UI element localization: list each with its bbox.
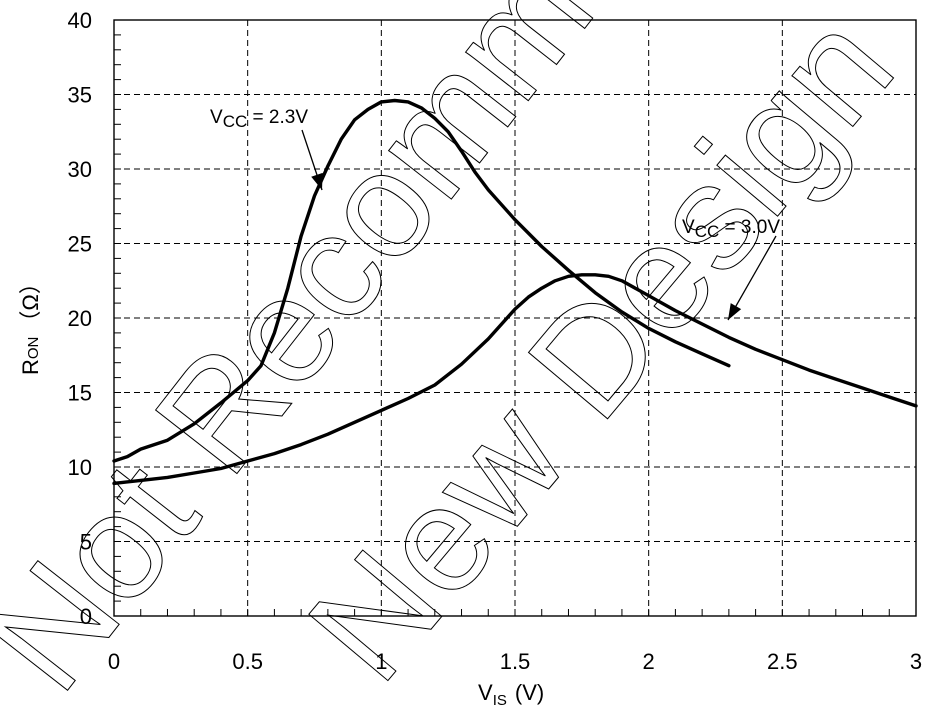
x-axis-label-sub: IS: [493, 692, 507, 709]
annotation-vcc-2-3v-sub: CC: [223, 112, 248, 131]
plot-frame: [113, 19, 917, 617]
annotation-vcc-2-3v: VCC = 2.3V: [210, 107, 308, 131]
arrow-vcc-2-3v-head: [311, 172, 323, 190]
y-tick-label: 35: [68, 83, 92, 108]
annotation-vcc-3-0v: VCC = 3.0V: [682, 217, 780, 241]
y-tick-label: 20: [68, 306, 92, 331]
y-tick-label: 30: [68, 157, 92, 182]
y-tick-labels: 0 5 10 15 20 25 30 35 40: [68, 8, 92, 629]
arrow-vcc-3-0v-line: [727, 235, 777, 321]
annotation-vcc-3-0v-main: V: [682, 217, 695, 238]
x-tick-label: 0: [108, 649, 120, 674]
y-tick-label: 5: [80, 530, 92, 555]
arrow-vcc-3-0v-head: [728, 303, 742, 320]
annotation-vcc-3-0v-rest: = 3.0V: [719, 217, 780, 238]
x-tick-label: 2: [643, 649, 655, 674]
y-tick-label: 25: [68, 232, 92, 257]
annotation-arrows: [301, 129, 777, 321]
x-axis-label-main: V: [478, 680, 493, 705]
x-tick-label: 2.5: [767, 649, 798, 674]
y-tick-label: 10: [68, 455, 92, 480]
series-line-vcc-3-0v: [112, 273, 918, 486]
y-axis-label-main: R: [18, 359, 43, 375]
series-line-vcc-2-3v: [112, 98, 731, 463]
annotation-vcc-2-3v-main: V: [210, 107, 223, 128]
series-curves: [112, 98, 918, 486]
y-axis-label-sub: ON: [25, 337, 42, 360]
y-tick-label: 40: [68, 8, 92, 33]
x-axis-label: VIS (V): [478, 680, 544, 709]
grid: [114, 20, 916, 616]
x-tick-label: 1.5: [500, 649, 531, 674]
y-tick-label: 0: [80, 604, 92, 629]
annotation-vcc-3-0v-sub: CC: [695, 222, 720, 241]
annotation-vcc-2-3v-rest: = 2.3V: [247, 107, 308, 128]
y-axis-label-unit: （Ω）: [18, 272, 43, 332]
x-tick-label: 1: [375, 649, 387, 674]
x-tick-label: 0.5: [232, 649, 263, 674]
x-tick-labels: 0 0.5 1 1.5 2 2.5 3: [108, 649, 922, 674]
y-tick-label: 15: [68, 381, 92, 406]
y-axis-label: RON （Ω）: [18, 272, 43, 375]
x-axis-label-unit: (V): [515, 680, 544, 705]
x-tick-label: 3: [910, 649, 922, 674]
